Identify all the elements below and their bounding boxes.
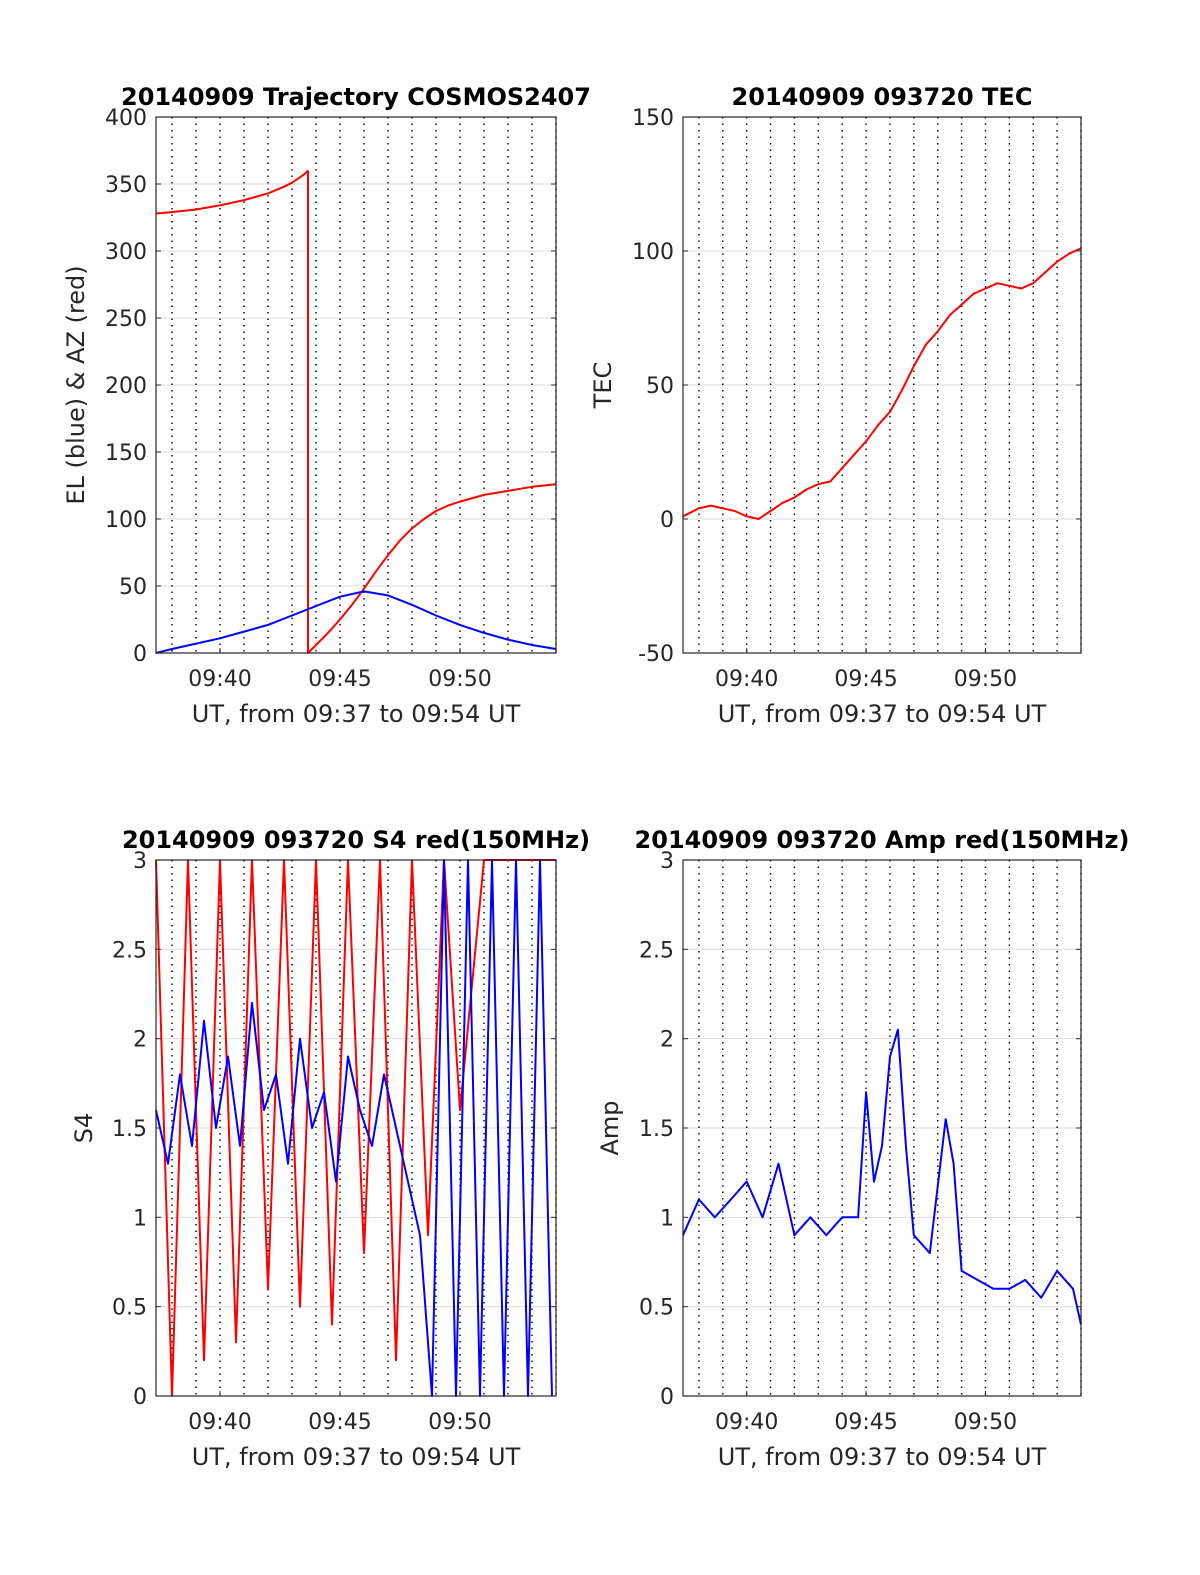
tec-xtick-label: 09:45 <box>834 667 897 692</box>
trajectory-ytick-label: 100 <box>105 508 147 533</box>
trajectory-ytick-label: 50 <box>119 575 147 600</box>
amp-y-axis-label: Amp <box>596 1100 624 1155</box>
tec-ytick-label: 50 <box>646 374 674 399</box>
trajectory-ytick-label: 250 <box>105 307 147 332</box>
trajectory-ytick-label: 150 <box>105 441 147 466</box>
s4-ytick-label: 3 <box>133 849 147 874</box>
amp-ytick-label: 1.5 <box>639 1117 674 1142</box>
s4-ytick-label: 1.5 <box>112 1117 147 1142</box>
s4-ytick-label: 2.5 <box>112 938 147 963</box>
s4-xtick-label: 09:45 <box>308 1410 371 1435</box>
tec-ytick-label: 100 <box>632 240 674 265</box>
tec-xtick-label: 09:50 <box>954 667 1017 692</box>
s4-ytick-label: 2 <box>133 1028 147 1053</box>
amp-ytick-label: 3 <box>660 849 674 874</box>
s4-ytick-label: 0 <box>133 1385 147 1410</box>
trajectory-series-2-line <box>155 590 557 654</box>
tec-ytick-label: 150 <box>632 106 674 131</box>
trajectory-panel: 0 50 100 150 200 250 300 350 400 09:40 09:45 09:50 2… <box>62 83 591 728</box>
tec-panel: -50 0 50 100 150 09:40 09:45 09:50 20140909 0937… <box>589 83 1082 728</box>
amp-ytick-label: 0 <box>660 1385 674 1410</box>
s4-ytick-label: 1 <box>133 1206 147 1231</box>
trajectory-y-axis-label: EL (blue) & AZ (red) <box>62 265 90 504</box>
trajectory-x-axis-label: UT, from 09:37 to 09:54 UT <box>192 700 521 728</box>
amp-ytick-label: 2 <box>660 1028 674 1053</box>
s4-ytick-label: 0.5 <box>112 1296 147 1321</box>
trajectory-ytick-label: 0 <box>133 642 147 667</box>
amp-panel: 0 0.5 1 1.5 2 2.5 3 09:40 09:45 09:50 20140909 093… <box>596 826 1129 1471</box>
amp-series-0-line <box>682 1028 1082 1325</box>
tec-y-axis-label: TEC <box>589 362 617 410</box>
tec-xtick-label: 09:40 <box>715 667 778 692</box>
amp-x-axis-label: UT, from 09:37 to 09:54 UT <box>718 1443 1047 1471</box>
s4-panel: 0 0.5 1 1.5 2 2.5 3 09:40 09:45 09:50 20140909 093… <box>70 826 590 1471</box>
tec-ytick-label: -50 <box>638 642 674 667</box>
s4-xtick-label: 09:50 <box>428 1410 491 1435</box>
trajectory-ytick-label: 300 <box>105 240 147 265</box>
tec-x-axis-label: UT, from 09:37 to 09:54 UT <box>718 700 1047 728</box>
trajectory-series-1-line <box>307 170 557 654</box>
amp-ytick-label: 2.5 <box>639 938 674 963</box>
amp-xtick-label: 09:40 <box>715 1410 778 1435</box>
tec-chart-title: 20140909 093720 TEC <box>732 83 1033 111</box>
s4-chart-title: 20140909 093720 S4 red(150MHz) <box>122 826 590 854</box>
s4-x-axis-label: UT, from 09:37 to 09:54 UT <box>192 1443 521 1471</box>
s4-xtick-label: 09:40 <box>188 1410 251 1435</box>
s4-series-1-line <box>155 859 553 1397</box>
trajectory-xtick-label: 09:40 <box>188 667 251 692</box>
trajectory-ytick-label: 400 <box>105 106 147 131</box>
trajectory-ytick-label: 350 <box>105 173 147 198</box>
amp-chart-title: 20140909 093720 Amp red(150MHz) <box>635 826 1130 854</box>
amp-xtick-label: 09:45 <box>834 1410 897 1435</box>
tec-ytick-label: 0 <box>660 508 674 533</box>
amp-ytick-label: 0.5 <box>639 1296 674 1321</box>
s4-y-axis-label: S4 <box>70 1113 98 1144</box>
trajectory-series-0-line <box>155 169 309 215</box>
trajectory-xtick-label: 09:45 <box>308 667 371 692</box>
trajectory-ytick-label: 200 <box>105 374 147 399</box>
tec-series-0-line <box>682 247 1082 520</box>
amp-xtick-label: 09:50 <box>954 1410 1017 1435</box>
trajectory-xtick-label: 09:50 <box>428 667 491 692</box>
trajectory-chart-title: 20140909 Trajectory COSMOS2407 <box>121 83 591 111</box>
amp-ytick-label: 1 <box>660 1206 674 1231</box>
